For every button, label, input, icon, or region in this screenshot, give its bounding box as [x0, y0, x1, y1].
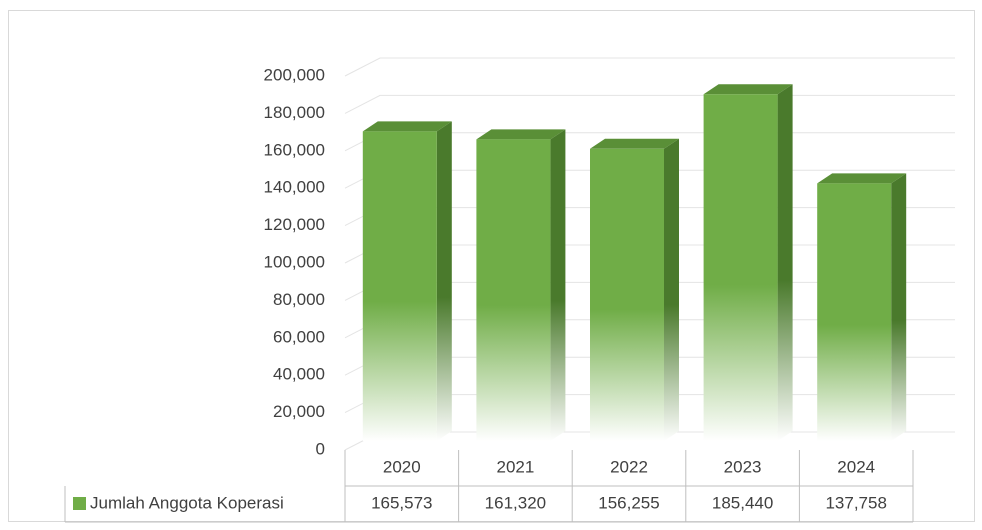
table-value: 156,255 [598, 493, 659, 512]
table-value: 165,573 [371, 493, 432, 512]
y-tick-label: 120,000 [264, 215, 325, 234]
bar-top [362, 121, 452, 132]
x-tick-label: 2021 [496, 457, 534, 476]
grid-line [344, 57, 955, 77]
x-tick-label: 2020 [383, 457, 421, 476]
table-value: 137,758 [825, 493, 886, 512]
y-tick-label: 140,000 [264, 178, 325, 197]
y-tick-label: 80,000 [273, 290, 325, 309]
bar [362, 131, 437, 442]
y-tick-label: 40,000 [273, 365, 325, 384]
y-tick-label: 0 [316, 439, 325, 458]
x-tick-label: 2024 [837, 457, 875, 476]
bar [817, 183, 892, 441]
bar [703, 94, 778, 441]
bar-top [817, 173, 907, 184]
bar-top [476, 129, 566, 140]
y-tick-label: 180,000 [264, 103, 325, 122]
bar-side [664, 138, 679, 441]
legend-swatch [73, 497, 86, 510]
y-tick-label: 160,000 [264, 140, 325, 159]
bar-top [590, 138, 679, 149]
bar-side [891, 173, 907, 441]
x-tick-label: 2022 [610, 457, 648, 476]
bar-side [436, 121, 452, 442]
table-value: 185,440 [712, 493, 773, 512]
y-tick-label: 200,000 [264, 65, 325, 84]
bar-top [703, 84, 793, 95]
bar-side [550, 129, 566, 441]
y-tick-label: 20,000 [273, 402, 325, 421]
y-tick-label: 60,000 [273, 327, 325, 346]
y-tick-label: 100,000 [264, 252, 325, 271]
x-tick-label: 2023 [724, 457, 762, 476]
bar-side [777, 84, 793, 441]
bar [476, 139, 551, 441]
bar [590, 148, 664, 441]
table-value: 161,320 [485, 493, 546, 512]
legend-label: Jumlah Anggota Koperasi [90, 493, 284, 512]
